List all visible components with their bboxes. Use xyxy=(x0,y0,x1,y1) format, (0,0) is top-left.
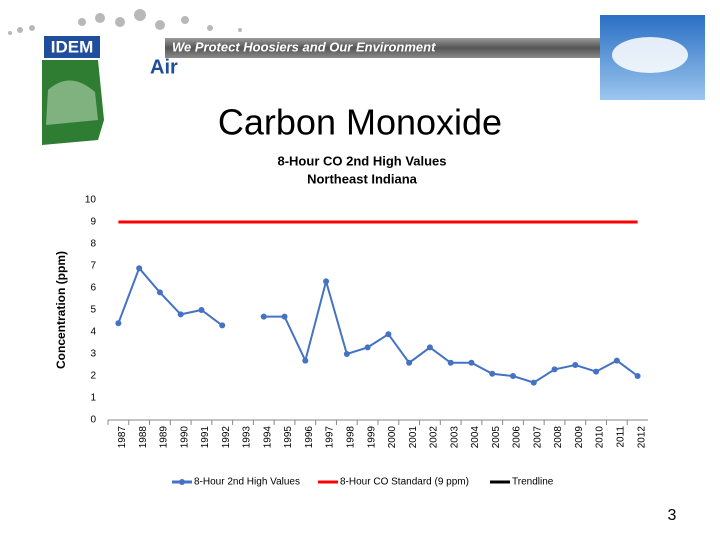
x-tick-label: 2005 xyxy=(491,426,502,449)
point xyxy=(468,359,475,366)
x-tick-label: 1998 xyxy=(345,426,356,449)
legend-label: 8-Hour CO Standard (9 ppm) xyxy=(340,477,469,488)
x-tick-label: 1987 xyxy=(117,426,128,449)
slide-title: Carbon Monoxide xyxy=(218,102,502,143)
point xyxy=(260,313,267,320)
x-tick-label: 1996 xyxy=(304,426,315,449)
y-tick-label: 5 xyxy=(90,305,96,316)
point xyxy=(551,366,558,373)
x-tick-label: 2006 xyxy=(512,426,523,449)
series-line xyxy=(117,266,639,384)
x-tick-label: 2007 xyxy=(532,426,543,449)
y-tick-label: 10 xyxy=(85,195,97,206)
point xyxy=(115,320,122,327)
point xyxy=(177,311,184,318)
chart-title: 8-Hour CO 2nd High Values xyxy=(277,153,446,168)
legend-marker xyxy=(179,479,185,485)
point xyxy=(323,278,330,285)
point xyxy=(156,289,163,296)
y-tick-label: 6 xyxy=(90,283,96,294)
x-tick-label: 1990 xyxy=(179,426,190,449)
point xyxy=(634,373,641,379)
x-tick-label: 2000 xyxy=(387,426,398,449)
point xyxy=(593,368,600,375)
point xyxy=(198,307,205,313)
point xyxy=(136,265,143,272)
x-tick-label: 1992 xyxy=(221,426,232,449)
point xyxy=(219,322,226,329)
x-tick-label: 2009 xyxy=(574,426,585,449)
point xyxy=(385,331,392,338)
y-tick-label: 8 xyxy=(90,239,96,250)
y-tick-label: 2 xyxy=(90,371,96,382)
x-tick-label: 1988 xyxy=(138,426,149,449)
x-tick-label: 1994 xyxy=(262,426,273,449)
y-tick-label: 0 xyxy=(90,415,96,426)
x-tick-label: 2008 xyxy=(553,426,564,449)
point xyxy=(572,362,579,368)
x-tick-label: 2012 xyxy=(636,426,647,449)
y-tick-label: 9 xyxy=(90,217,96,228)
point xyxy=(364,344,371,351)
banner-text: We Protect Hoosiers and Our Environment xyxy=(172,39,436,54)
section: Air xyxy=(150,56,178,78)
y-axis-label: Concentration (ppm) xyxy=(54,251,68,369)
legend-label: 8-Hour 2nd High Values xyxy=(194,477,300,488)
x-tick-label: 2001 xyxy=(408,426,419,449)
x-tick-label: 1999 xyxy=(366,426,377,449)
cloud xyxy=(612,37,688,73)
point xyxy=(302,357,309,364)
page-number: 3 xyxy=(668,507,677,524)
x-tick-label: 2010 xyxy=(595,426,606,449)
y-tick-label: 4 xyxy=(90,327,96,338)
point xyxy=(489,370,496,377)
x-tick-label: 2004 xyxy=(470,426,481,449)
plot: 0 1 2 3 4 5 6 7 8 9 10 1987 1988 1989 1990 1991 1992 1993… xyxy=(85,195,648,488)
x-tick-label: 1997 xyxy=(325,426,336,449)
point xyxy=(426,344,433,351)
point xyxy=(510,373,516,379)
point xyxy=(406,359,413,366)
x-tick-label: 2003 xyxy=(449,426,460,449)
logo: IDEM xyxy=(51,37,94,56)
point xyxy=(530,379,537,386)
y-tick-label: 3 xyxy=(90,349,96,360)
x-tick-label: 2002 xyxy=(429,426,440,449)
legend-label: Trendline xyxy=(512,477,554,488)
x-tick-label: 1995 xyxy=(283,426,294,449)
point xyxy=(613,357,620,364)
x-tick-label: 1989 xyxy=(159,426,170,449)
x-tick-label: 2011 xyxy=(615,426,626,448)
x-tick-label: 1993 xyxy=(242,426,253,449)
point xyxy=(343,351,350,357)
y-tick-label: 7 xyxy=(90,261,96,272)
x-tick-label: 1991 xyxy=(200,426,211,449)
chart-subtitle: Northeast Indiana xyxy=(307,171,418,186)
decor-dots xyxy=(8,9,242,35)
state-detail xyxy=(46,80,98,125)
y-tick-label: 1 xyxy=(90,393,96,404)
banner xyxy=(165,38,600,58)
point xyxy=(281,313,288,320)
point xyxy=(447,359,454,366)
header: We Protect Hoosiers and Our Environment … xyxy=(8,9,705,145)
logo-box xyxy=(44,36,100,58)
